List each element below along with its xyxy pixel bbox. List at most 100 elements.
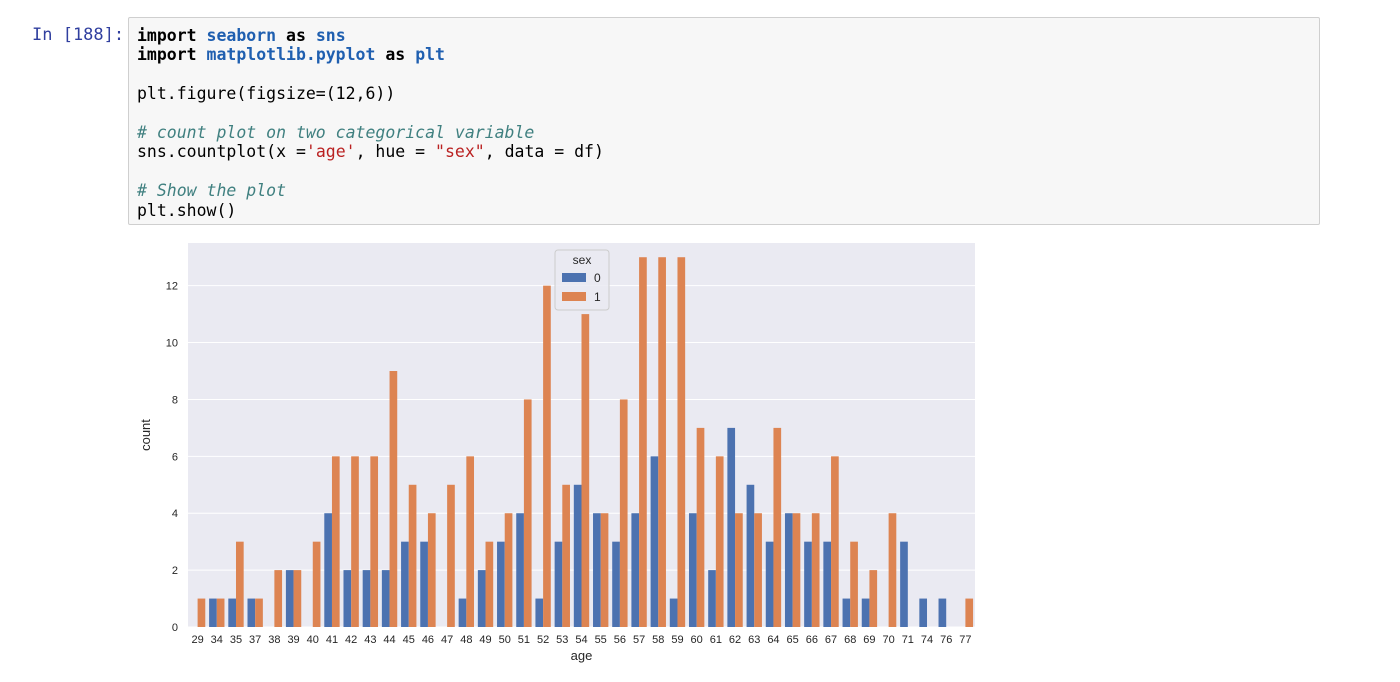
x-tick-label: 43 — [364, 634, 376, 646]
bar-76-sex0 — [938, 598, 947, 627]
code-line: plt.show() — [137, 200, 237, 220]
bar-39-sex0 — [285, 570, 294, 627]
bar-49-sex0 — [477, 570, 486, 627]
bar-52-sex0 — [535, 598, 544, 627]
legend-swatch-1 — [562, 292, 586, 301]
bar-64-sex1 — [773, 427, 782, 627]
code-comment: # count plot on two categorical variable — [137, 123, 535, 143]
bar-63-sex0 — [746, 484, 755, 627]
code-fragment: sns.countplot(x = — [137, 142, 306, 162]
kw-import: import — [137, 26, 197, 45]
bar-65-sex0 — [784, 513, 793, 627]
y-axis-label: count — [138, 419, 153, 451]
bar-50-sex1 — [504, 513, 513, 627]
bar-43-sex1 — [370, 456, 379, 627]
x-tick-label: 77 — [959, 634, 971, 646]
bar-38-sex1 — [274, 570, 283, 627]
x-tick-label: 51 — [518, 634, 530, 646]
bar-61-sex1 — [715, 456, 724, 627]
code-cell[interactable]: import seaborn as sns import matplotlib.… — [128, 17, 1320, 225]
bars — [197, 257, 974, 627]
bar-66-sex0 — [804, 541, 812, 627]
x-tick-label: 42 — [345, 634, 357, 646]
cell-prompt: In [188]: — [32, 25, 125, 45]
bar-66-sex1 — [811, 513, 820, 627]
module-name: seaborn — [206, 26, 277, 45]
bar-37-sex1 — [255, 598, 263, 627]
x-tick-label: 59 — [671, 634, 683, 646]
x-tick-label: 41 — [326, 634, 338, 646]
bar-67-sex1 — [831, 456, 839, 627]
bar-64-sex0 — [765, 541, 774, 627]
x-tick-label: 35 — [230, 634, 242, 646]
bar-50-sex0 — [497, 541, 505, 627]
bar-58-sex0 — [650, 456, 659, 627]
x-tick-label: 58 — [652, 634, 664, 646]
x-tick-label: 39 — [287, 634, 299, 646]
x-tick-label: 56 — [614, 634, 626, 646]
bar-35-sex1 — [235, 541, 244, 627]
x-tick-label: 71 — [902, 634, 914, 646]
x-tick-label: 40 — [307, 634, 319, 646]
bar-35-sex0 — [228, 598, 236, 627]
bar-44-sex1 — [389, 371, 398, 627]
cell-output: 0 2 4 6 8 10 12 29 34 35 37 38 39 40 41 42 43 44 45 46 47 48… — [128, 238, 988, 678]
bar-43-sex0 — [362, 570, 371, 627]
bar-51-sex0 — [516, 513, 524, 627]
bar-62-sex1 — [735, 513, 743, 627]
bar-74-sex0 — [919, 598, 928, 627]
x-tick-label: 67 — [825, 634, 837, 646]
legend: sex 0 1 — [554, 249, 610, 311]
bar-42-sex1 — [351, 456, 359, 627]
bar-59-sex0 — [669, 598, 678, 627]
code-comment: # Show the plot — [137, 181, 287, 201]
module-name: matplotlib.pyplot — [206, 45, 376, 65]
bar-60-sex1 — [696, 427, 705, 627]
x-tick-label: 44 — [383, 634, 395, 646]
code-editor[interactable]: import seaborn as sns import matplotlib.… — [137, 26, 604, 220]
x-tick-label: 61 — [710, 634, 722, 646]
x-tick-label: 57 — [633, 634, 645, 646]
bar-52-sex1 — [543, 285, 551, 627]
y-tick-label: 2 — [172, 565, 178, 577]
bar-58-sex1 — [658, 257, 666, 627]
bar-55-sex1 — [600, 513, 609, 627]
x-tick-label: 50 — [499, 634, 511, 646]
bar-49-sex1 — [485, 541, 494, 627]
bar-34-sex1 — [216, 598, 225, 627]
bar-37-sex0 — [247, 598, 256, 627]
code-fragment: , data = df) — [484, 142, 604, 162]
bar-42-sex0 — [343, 570, 352, 627]
module-alias: plt — [415, 45, 445, 65]
bar-77-sex1 — [965, 598, 974, 627]
y-tick-label: 8 — [172, 394, 178, 406]
code-fragment: , hue = — [355, 142, 436, 162]
bar-40-sex1 — [312, 541, 321, 627]
bar-71-sex0 — [900, 541, 908, 627]
x-tick-label: 66 — [806, 634, 818, 646]
bar-68-sex1 — [850, 541, 858, 627]
bar-57-sex0 — [631, 513, 640, 627]
module-alias: sns — [315, 26, 346, 45]
bar-46-sex1 — [427, 513, 436, 627]
kw-import: import — [137, 45, 197, 65]
bar-70-sex1 — [888, 513, 897, 627]
y-tick-label: 6 — [172, 451, 178, 463]
legend-label-1: 1 — [594, 290, 601, 304]
y-tick-label: 4 — [172, 508, 178, 520]
bar-69-sex0 — [861, 598, 870, 627]
x-axis-ticks: 29 34 35 37 38 39 40 41 42 43 44 45 46 47 48 49 50 51 52 53… — [191, 634, 971, 646]
legend-label-0: 0 — [594, 271, 601, 285]
bar-48-sex0 — [458, 598, 467, 627]
x-tick-label: 54 — [575, 634, 587, 646]
x-tick-label: 46 — [422, 634, 434, 646]
bar-56-sex0 — [612, 541, 620, 627]
bar-68-sex0 — [842, 598, 851, 627]
bar-61-sex0 — [708, 570, 716, 627]
bar-55-sex0 — [593, 513, 601, 627]
x-tick-label: 38 — [268, 634, 280, 646]
y-axis-ticks: 0 2 4 6 8 10 12 — [166, 281, 178, 634]
bar-41-sex1 — [331, 456, 340, 627]
y-tick-label: 12 — [166, 281, 178, 293]
